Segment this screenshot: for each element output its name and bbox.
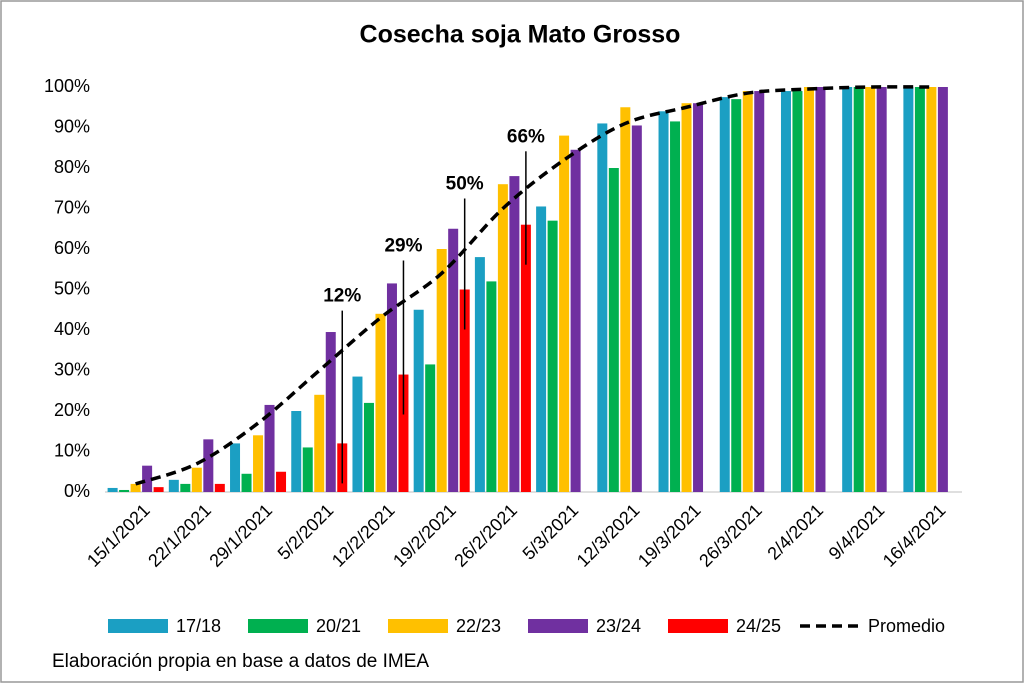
- bar: [497, 184, 508, 492]
- bar: [670, 121, 681, 493]
- data-label: 50%: [446, 174, 484, 195]
- legend-label: Promedio: [868, 616, 945, 636]
- bar: [803, 87, 814, 492]
- bar: [214, 483, 225, 492]
- bar: [130, 483, 141, 492]
- bar: [570, 149, 581, 492]
- bar: [386, 283, 397, 492]
- bar: [559, 135, 570, 492]
- bar: [425, 364, 436, 492]
- bar: [276, 471, 287, 492]
- bar: [719, 97, 730, 492]
- bar: [693, 103, 704, 492]
- bar: [253, 435, 264, 492]
- bar: [742, 91, 753, 493]
- bar: [853, 87, 864, 492]
- bar: [302, 447, 313, 492]
- legend-swatch: [108, 619, 168, 633]
- bar: [241, 473, 252, 492]
- y-tick-label: 70%: [54, 197, 90, 217]
- bar: [413, 309, 424, 492]
- legend-swatch: [668, 619, 728, 633]
- data-label: 66%: [507, 126, 545, 147]
- bar: [474, 257, 485, 492]
- y-tick-label: 10%: [54, 440, 90, 460]
- bar: [264, 404, 275, 492]
- bar: [448, 228, 459, 492]
- bar: [398, 374, 409, 492]
- bar: [436, 249, 447, 492]
- bar: [815, 87, 826, 492]
- bar: [865, 87, 876, 492]
- legend-label: 17/18: [176, 616, 221, 636]
- bar: [608, 168, 619, 492]
- bar: [168, 479, 179, 492]
- bar: [681, 103, 692, 492]
- chart-title: Cosecha soja Mato Grosso: [360, 21, 681, 49]
- bar: [547, 220, 558, 492]
- y-tick-label: 0%: [64, 481, 90, 501]
- y-tick-label: 80%: [54, 157, 90, 177]
- data-label: 12%: [323, 286, 361, 307]
- bar: [937, 87, 948, 492]
- bar: [842, 87, 853, 492]
- bar: [375, 313, 386, 492]
- legend-label: 23/24: [596, 616, 641, 636]
- bar: [203, 439, 214, 492]
- bar: [230, 443, 241, 492]
- legend-label: 24/25: [736, 616, 781, 636]
- y-tick-label: 60%: [54, 238, 90, 258]
- y-tick-label: 30%: [54, 359, 90, 379]
- bar: [325, 332, 336, 492]
- bar: [754, 91, 765, 493]
- bar: [914, 87, 925, 492]
- y-tick-label: 90%: [54, 116, 90, 136]
- bar: [291, 411, 302, 492]
- bar: [903, 87, 914, 492]
- bar: [486, 281, 497, 492]
- y-tick-label: 40%: [54, 319, 90, 339]
- bar: [926, 87, 937, 492]
- bar: [352, 376, 363, 492]
- bar: [180, 483, 191, 492]
- bar: [597, 123, 608, 492]
- bar: [536, 206, 547, 492]
- y-tick-label: 20%: [54, 400, 90, 420]
- y-tick-label: 100%: [44, 76, 90, 96]
- bar: [731, 99, 742, 493]
- y-tick-label: 50%: [54, 278, 90, 298]
- bar: [142, 465, 153, 492]
- bar: [459, 289, 470, 492]
- bar: [119, 489, 130, 492]
- legend-label: 22/23: [456, 616, 501, 636]
- legend-label: 20/21: [316, 616, 361, 636]
- data-label: 29%: [384, 235, 422, 256]
- legend-swatch: [388, 619, 448, 633]
- bar: [780, 91, 791, 493]
- bar: [658, 111, 669, 493]
- bar: [520, 224, 531, 492]
- bar: [314, 394, 325, 492]
- bar: [509, 176, 520, 492]
- line-series: [135, 85, 932, 486]
- bar: [107, 487, 118, 492]
- source-note: Elaboración propia en base a datos de IM…: [52, 651, 429, 672]
- legend-swatch: [248, 619, 308, 633]
- bar: [153, 487, 164, 492]
- bar: [631, 125, 642, 492]
- bar: [191, 467, 202, 492]
- bar: [363, 402, 374, 492]
- legend-swatch: [528, 619, 588, 633]
- bar: [876, 87, 887, 492]
- bar: [620, 107, 631, 492]
- bar: [792, 91, 803, 493]
